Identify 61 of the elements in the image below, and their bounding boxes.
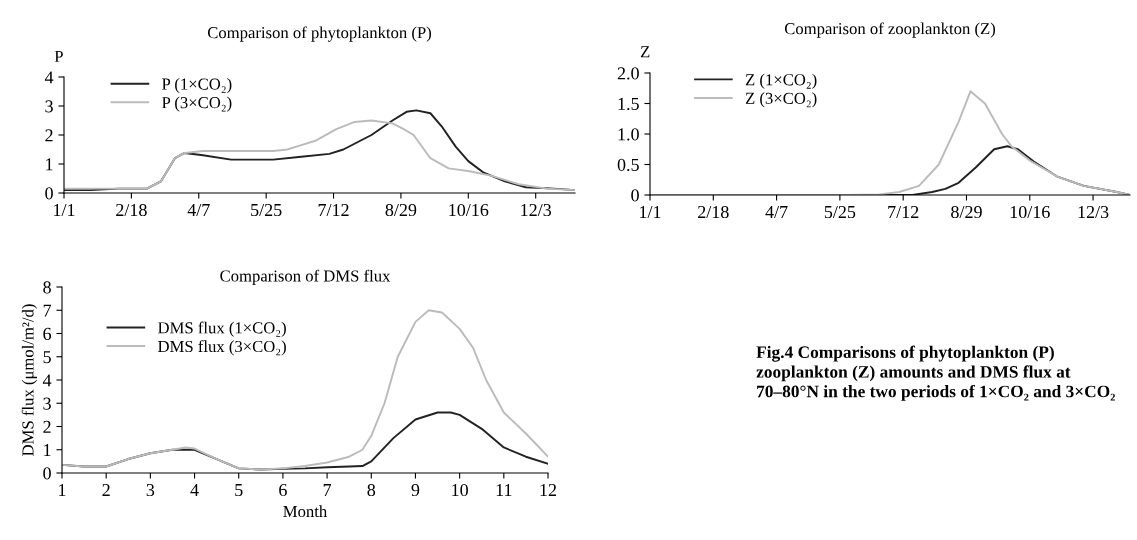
y-tick-label: 0 [45,187,53,200]
y-tick-label: 5 [43,351,51,364]
x-tick-label: 6 [279,483,287,497]
x-tick-label: 12/3 [521,203,552,217]
y-tick-label: 1 [44,444,51,457]
x-tick-label: 1 [59,484,66,496]
y-tick-label: 0 [43,467,51,480]
legend-label: Z (1×CO₂) [745,73,817,89]
y-tick-label: 7 [43,304,52,317]
legend-label: P (1×CO₂) [162,77,232,94]
y-tick-label: 2.0 [617,67,639,80]
y-tick-label: 2 [45,129,53,142]
x-tick-label: 12/3 [1078,205,1109,219]
x-tick-label: 8/29 [951,205,982,219]
x-tick-label: 2/18 [698,205,729,219]
legend-label: P (3×CO₂) [162,96,232,112]
x-tick-label: 2 [102,483,110,496]
x-tick-label: 1/1 [54,204,75,217]
y-tick-label: 1 [46,158,53,171]
x-tick-label: 4/7 [187,204,210,217]
y-tick-label: 4 [42,374,52,387]
x-tick-label: 5/25 [251,203,282,217]
x-tick-label: 2/18 [116,203,147,217]
x-tick-label: 4/7 [765,206,788,219]
x-tick-label: 8 [367,483,376,497]
x-axis-title: Month [283,505,328,518]
y-tick-label: 1.0 [618,128,639,141]
x-tick-label: 7 [323,484,332,496]
x-tick-label: 3 [146,483,155,497]
x-tick-label: 9 [411,483,420,497]
x-tick-label: 1/1 [640,206,661,219]
x-tick-label: 7/12 [318,203,349,217]
caption: Fig.4 Comparisons of phytoplankton (P) zooplankton (Z) amounts and DMS flux at 70–80°N in the two periods of 1×CO₂ and 3×CO₂ [756,345,1115,401]
y-tick-label: 4 [44,71,54,84]
y-tick-label: 8 [43,281,51,294]
y-tick-label: 3 [45,100,53,113]
y-tick-label: 6 [43,327,52,340]
y-axis-title: DMS flux (μmol/m²/d) [21,304,37,456]
legend-label: Z (3×CO₂) [745,92,817,108]
y-tick-label: 1.5 [618,97,639,111]
x-tick-label: 4 [190,484,199,496]
x-tick-label: 5/25 [824,205,856,219]
y-axis-title: Z [640,46,650,58]
x-tick-label: 12 [540,483,557,496]
chart-title: Comparison of phytoplankton (P) [207,26,432,42]
x-tick-label: 8/29 [385,203,417,217]
x-tick-label: 10/16 [1010,205,1050,219]
x-tick-label: 5 [235,484,243,497]
y-tick-label: 2 [43,420,51,433]
y-tick-label: 3 [43,397,51,410]
x-tick-label: 10/16 [449,203,489,217]
chart-title: Comparison of DMS flux [220,269,391,285]
chart-title: Comparison of zooplankton (Z) [784,22,996,38]
y-tick-label: 0.5 [617,158,639,172]
x-tick-label: 11 [496,484,512,496]
x-tick-label: 7/12 [888,205,919,219]
y-tick-label: 0 [631,189,639,202]
legend-label: DMS flux (1×CO₂) [158,321,286,337]
y-axis-title: P [54,50,63,62]
legend-label: DMS flux (3×CO₂) [158,340,286,356]
x-tick-label: 10 [452,483,468,497]
